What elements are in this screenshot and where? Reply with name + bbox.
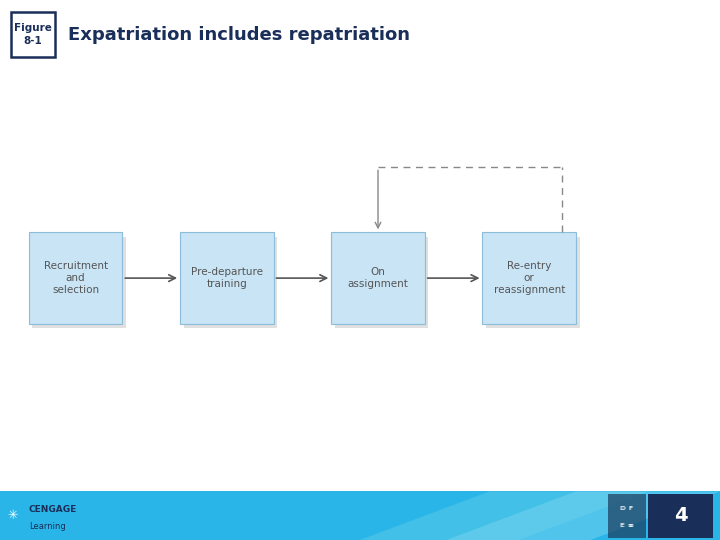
FancyBboxPatch shape	[331, 232, 425, 324]
Text: Pre-departure
training: Pre-departure training	[191, 267, 263, 289]
FancyBboxPatch shape	[335, 237, 428, 328]
FancyBboxPatch shape	[29, 232, 122, 324]
FancyBboxPatch shape	[184, 237, 277, 328]
Text: D  F: D F	[620, 506, 633, 511]
Text: On
assignment: On assignment	[348, 267, 408, 289]
Text: Expatriation includes repatriation: Expatriation includes repatriation	[68, 25, 410, 44]
FancyBboxPatch shape	[648, 494, 713, 538]
Polygon shape	[360, 491, 648, 540]
FancyBboxPatch shape	[180, 232, 274, 324]
FancyBboxPatch shape	[482, 232, 576, 324]
FancyBboxPatch shape	[32, 237, 126, 328]
Text: E  ≡: E ≡	[621, 523, 634, 528]
Text: Figure
8-1: Figure 8-1	[14, 23, 52, 46]
Polygon shape	[446, 491, 720, 540]
FancyBboxPatch shape	[0, 491, 720, 540]
Text: Learning: Learning	[29, 522, 66, 531]
Text: 4: 4	[674, 506, 687, 525]
Text: CENGAGE: CENGAGE	[29, 505, 77, 515]
Text: ✳: ✳	[8, 509, 18, 522]
Text: Recruitment
and
selection: Recruitment and selection	[43, 261, 108, 295]
FancyBboxPatch shape	[486, 237, 580, 328]
Text: Re-entry
or
reassignment: Re-entry or reassignment	[493, 261, 565, 295]
Text: E  ≡: E ≡	[620, 523, 633, 528]
FancyBboxPatch shape	[11, 12, 55, 57]
FancyBboxPatch shape	[608, 494, 646, 538]
Text: D  F: D F	[621, 506, 634, 511]
